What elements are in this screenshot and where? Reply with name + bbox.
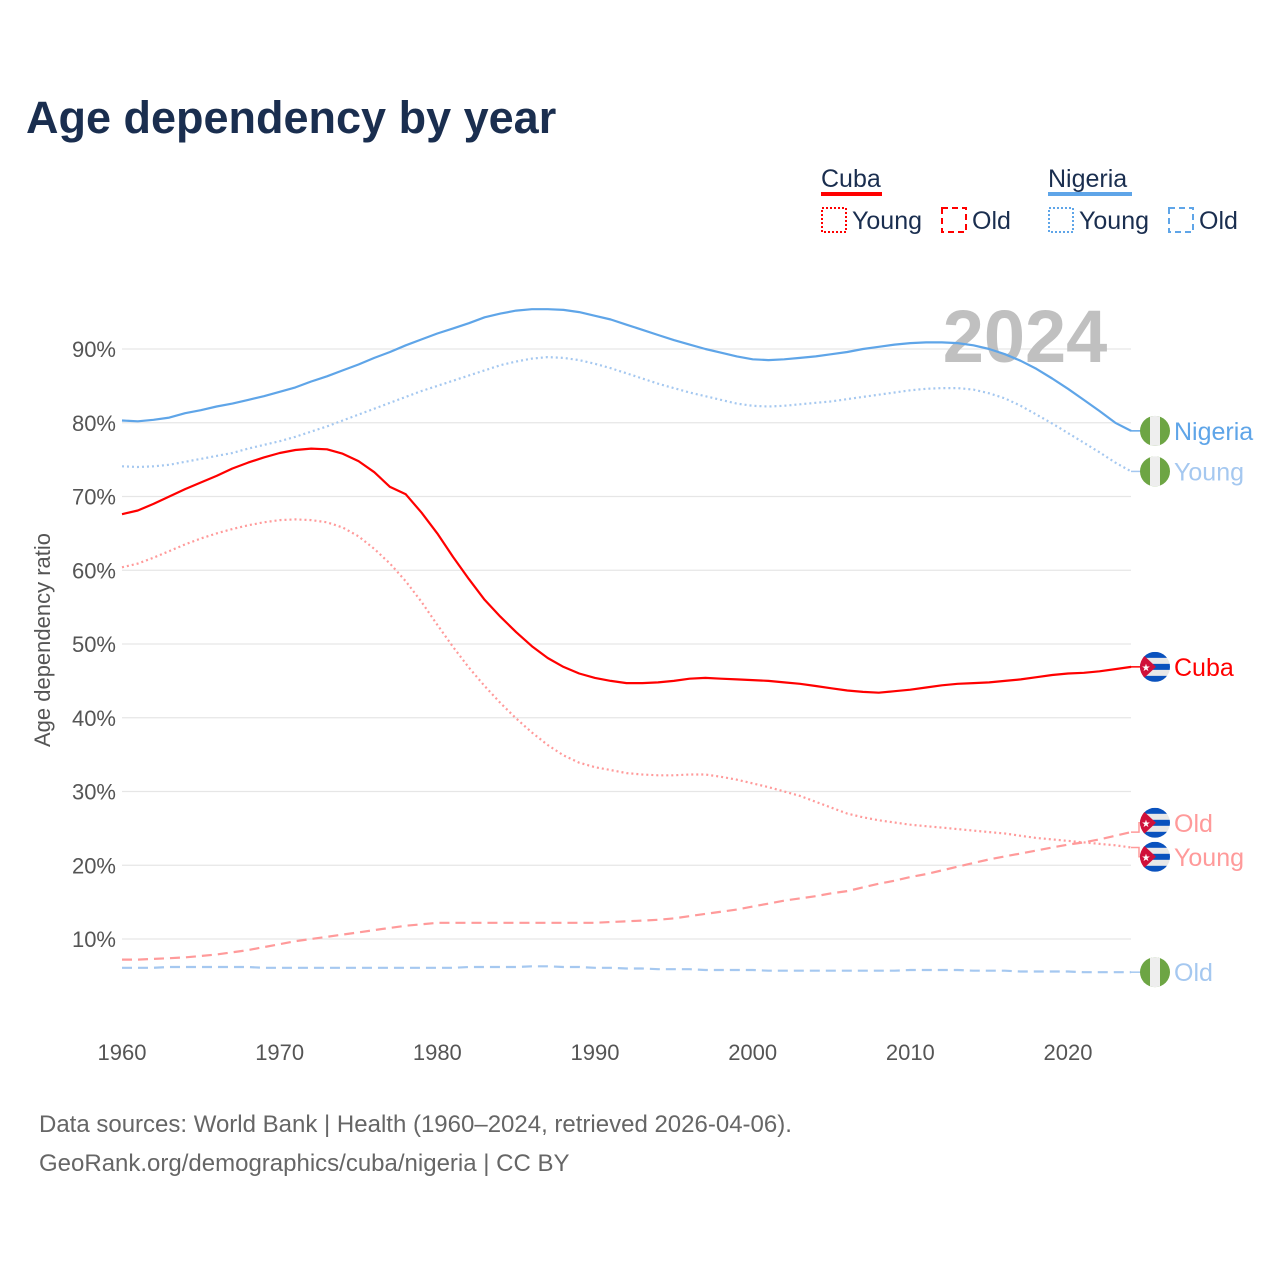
gridlines bbox=[122, 348, 1131, 940]
legend-nigeria-young-swatch bbox=[1048, 207, 1074, 233]
x-tick-label: 2020 bbox=[1044, 1040, 1093, 1065]
end-label-text: Cuba bbox=[1174, 654, 1234, 682]
y-tick-label: 10% bbox=[72, 927, 116, 952]
flag-triangle bbox=[1140, 651, 1156, 682]
legend-cuba-old-swatch bbox=[941, 207, 967, 233]
x-tick-label: 2010 bbox=[886, 1040, 935, 1065]
end-label-nigeria-old: Old bbox=[1131, 957, 1213, 988]
flag-stripe bbox=[1140, 841, 1170, 848]
legend-cuba-young[interactable]: Young bbox=[852, 207, 922, 235]
cuba-flag-icon: ★ bbox=[1140, 651, 1170, 682]
x-tick-label: 1970 bbox=[255, 1040, 304, 1065]
series-line-cuba-old bbox=[122, 831, 1132, 961]
flag-body bbox=[1140, 456, 1170, 487]
cuba-flag-icon: ★ bbox=[1140, 841, 1170, 872]
y-tick-label: 70% bbox=[72, 485, 116, 510]
x-axis-ticks: 1960 1970 1980 1990 2000 2010 2020 bbox=[98, 1040, 1093, 1065]
series-line-nigeria-young bbox=[121, 356, 1132, 473]
flag-triangle bbox=[1140, 841, 1156, 872]
flag-stripe bbox=[1140, 831, 1170, 838]
cuba-flag-icon: ★ bbox=[1140, 807, 1170, 838]
flag-body: ★ bbox=[1140, 651, 1170, 682]
nigeria-flag-icon bbox=[1140, 415, 1170, 446]
flag-body bbox=[1140, 957, 1170, 988]
x-tick-label: 1980 bbox=[413, 1040, 462, 1065]
end-label-text: Young bbox=[1174, 844, 1244, 872]
y-tick-label: 80% bbox=[72, 411, 116, 436]
label-connector bbox=[1131, 822, 1141, 833]
flag-triangle bbox=[1140, 807, 1156, 838]
current-year-watermark: 2024 bbox=[943, 295, 1108, 378]
series-line-cuba bbox=[121, 447, 1132, 694]
x-tick-label: 1990 bbox=[571, 1040, 620, 1065]
end-label-text: Nigeria bbox=[1174, 418, 1253, 446]
flag-star: ★ bbox=[1142, 663, 1151, 674]
nigeria-flag-icon bbox=[1140, 957, 1170, 988]
legend-cuba-old[interactable]: Old bbox=[972, 207, 1011, 235]
y-axis-ticks: 10% 20% 30% 40% 50% 60% 70% 80% 90% bbox=[72, 337, 116, 952]
legend-nigeria-swatch bbox=[1048, 192, 1132, 196]
x-tick-label: 2000 bbox=[728, 1040, 777, 1065]
end-label-cuba: ★ Cuba bbox=[1131, 651, 1234, 682]
legend-nigeria-old-swatch bbox=[1168, 207, 1194, 233]
legend-nigeria-young[interactable]: Young bbox=[1079, 207, 1149, 235]
label-connector bbox=[1131, 846, 1141, 858]
legend-nigeria-old[interactable]: Old bbox=[1199, 207, 1238, 235]
end-label-cuba-young: ★ Young bbox=[1131, 841, 1244, 872]
nigeria-flag-icon bbox=[1140, 456, 1170, 487]
end-label-nigeria: Nigeria bbox=[1131, 415, 1253, 446]
legend-cuba-young-swatch bbox=[821, 207, 847, 233]
end-labels: Nigeria Young ★ Cuba ★ Old ★ Young Old bbox=[1131, 415, 1253, 988]
end-label-text: Old bbox=[1174, 810, 1213, 838]
end-label-cuba-old: ★ Old bbox=[1131, 807, 1213, 838]
chart-title: Age dependency by year bbox=[26, 92, 556, 143]
series-line-nigeria bbox=[121, 308, 1132, 432]
end-label-text: Young bbox=[1174, 458, 1244, 486]
flag-white bbox=[1150, 957, 1160, 988]
flag-star: ★ bbox=[1142, 853, 1151, 864]
y-tick-label: 30% bbox=[72, 780, 116, 805]
legend: Cuba Young Old Nigeria Young Old bbox=[821, 165, 1238, 235]
flag-star: ★ bbox=[1142, 819, 1151, 830]
y-tick-label: 40% bbox=[72, 706, 116, 731]
x-tick-label: 1960 bbox=[98, 1040, 147, 1065]
flag-body bbox=[1140, 415, 1170, 446]
flag-stripe bbox=[1140, 651, 1170, 658]
legend-group-cuba[interactable]: Cuba bbox=[821, 165, 881, 193]
y-tick-label: 60% bbox=[72, 558, 116, 583]
series-line-nigeria-old bbox=[122, 965, 1132, 974]
legend-cuba-swatch bbox=[821, 192, 882, 196]
series-line-cuba-young bbox=[121, 518, 1132, 849]
y-tick-label: 50% bbox=[72, 632, 116, 657]
credit-link[interactable]: GeoRank.org/demographics/cuba/nigeria | … bbox=[39, 1150, 570, 1177]
flag-white bbox=[1150, 415, 1160, 446]
y-tick-label: 90% bbox=[72, 337, 116, 362]
flag-body: ★ bbox=[1140, 841, 1170, 872]
flag-stripe bbox=[1140, 865, 1170, 872]
flag-body: ★ bbox=[1140, 807, 1170, 838]
y-axis-label: Age dependency ratio bbox=[30, 533, 55, 747]
y-tick-label: 20% bbox=[72, 853, 116, 878]
series-lines bbox=[121, 308, 1132, 974]
legend-group-nigeria[interactable]: Nigeria bbox=[1048, 165, 1127, 193]
flag-white bbox=[1150, 456, 1160, 487]
end-label-text: Old bbox=[1174, 959, 1213, 987]
flag-stripe bbox=[1140, 675, 1170, 682]
end-label-nigeria-young: Young bbox=[1131, 456, 1244, 487]
data-source: Data sources: World Bank | Health (1960–… bbox=[39, 1111, 792, 1138]
flag-stripe bbox=[1140, 807, 1170, 814]
